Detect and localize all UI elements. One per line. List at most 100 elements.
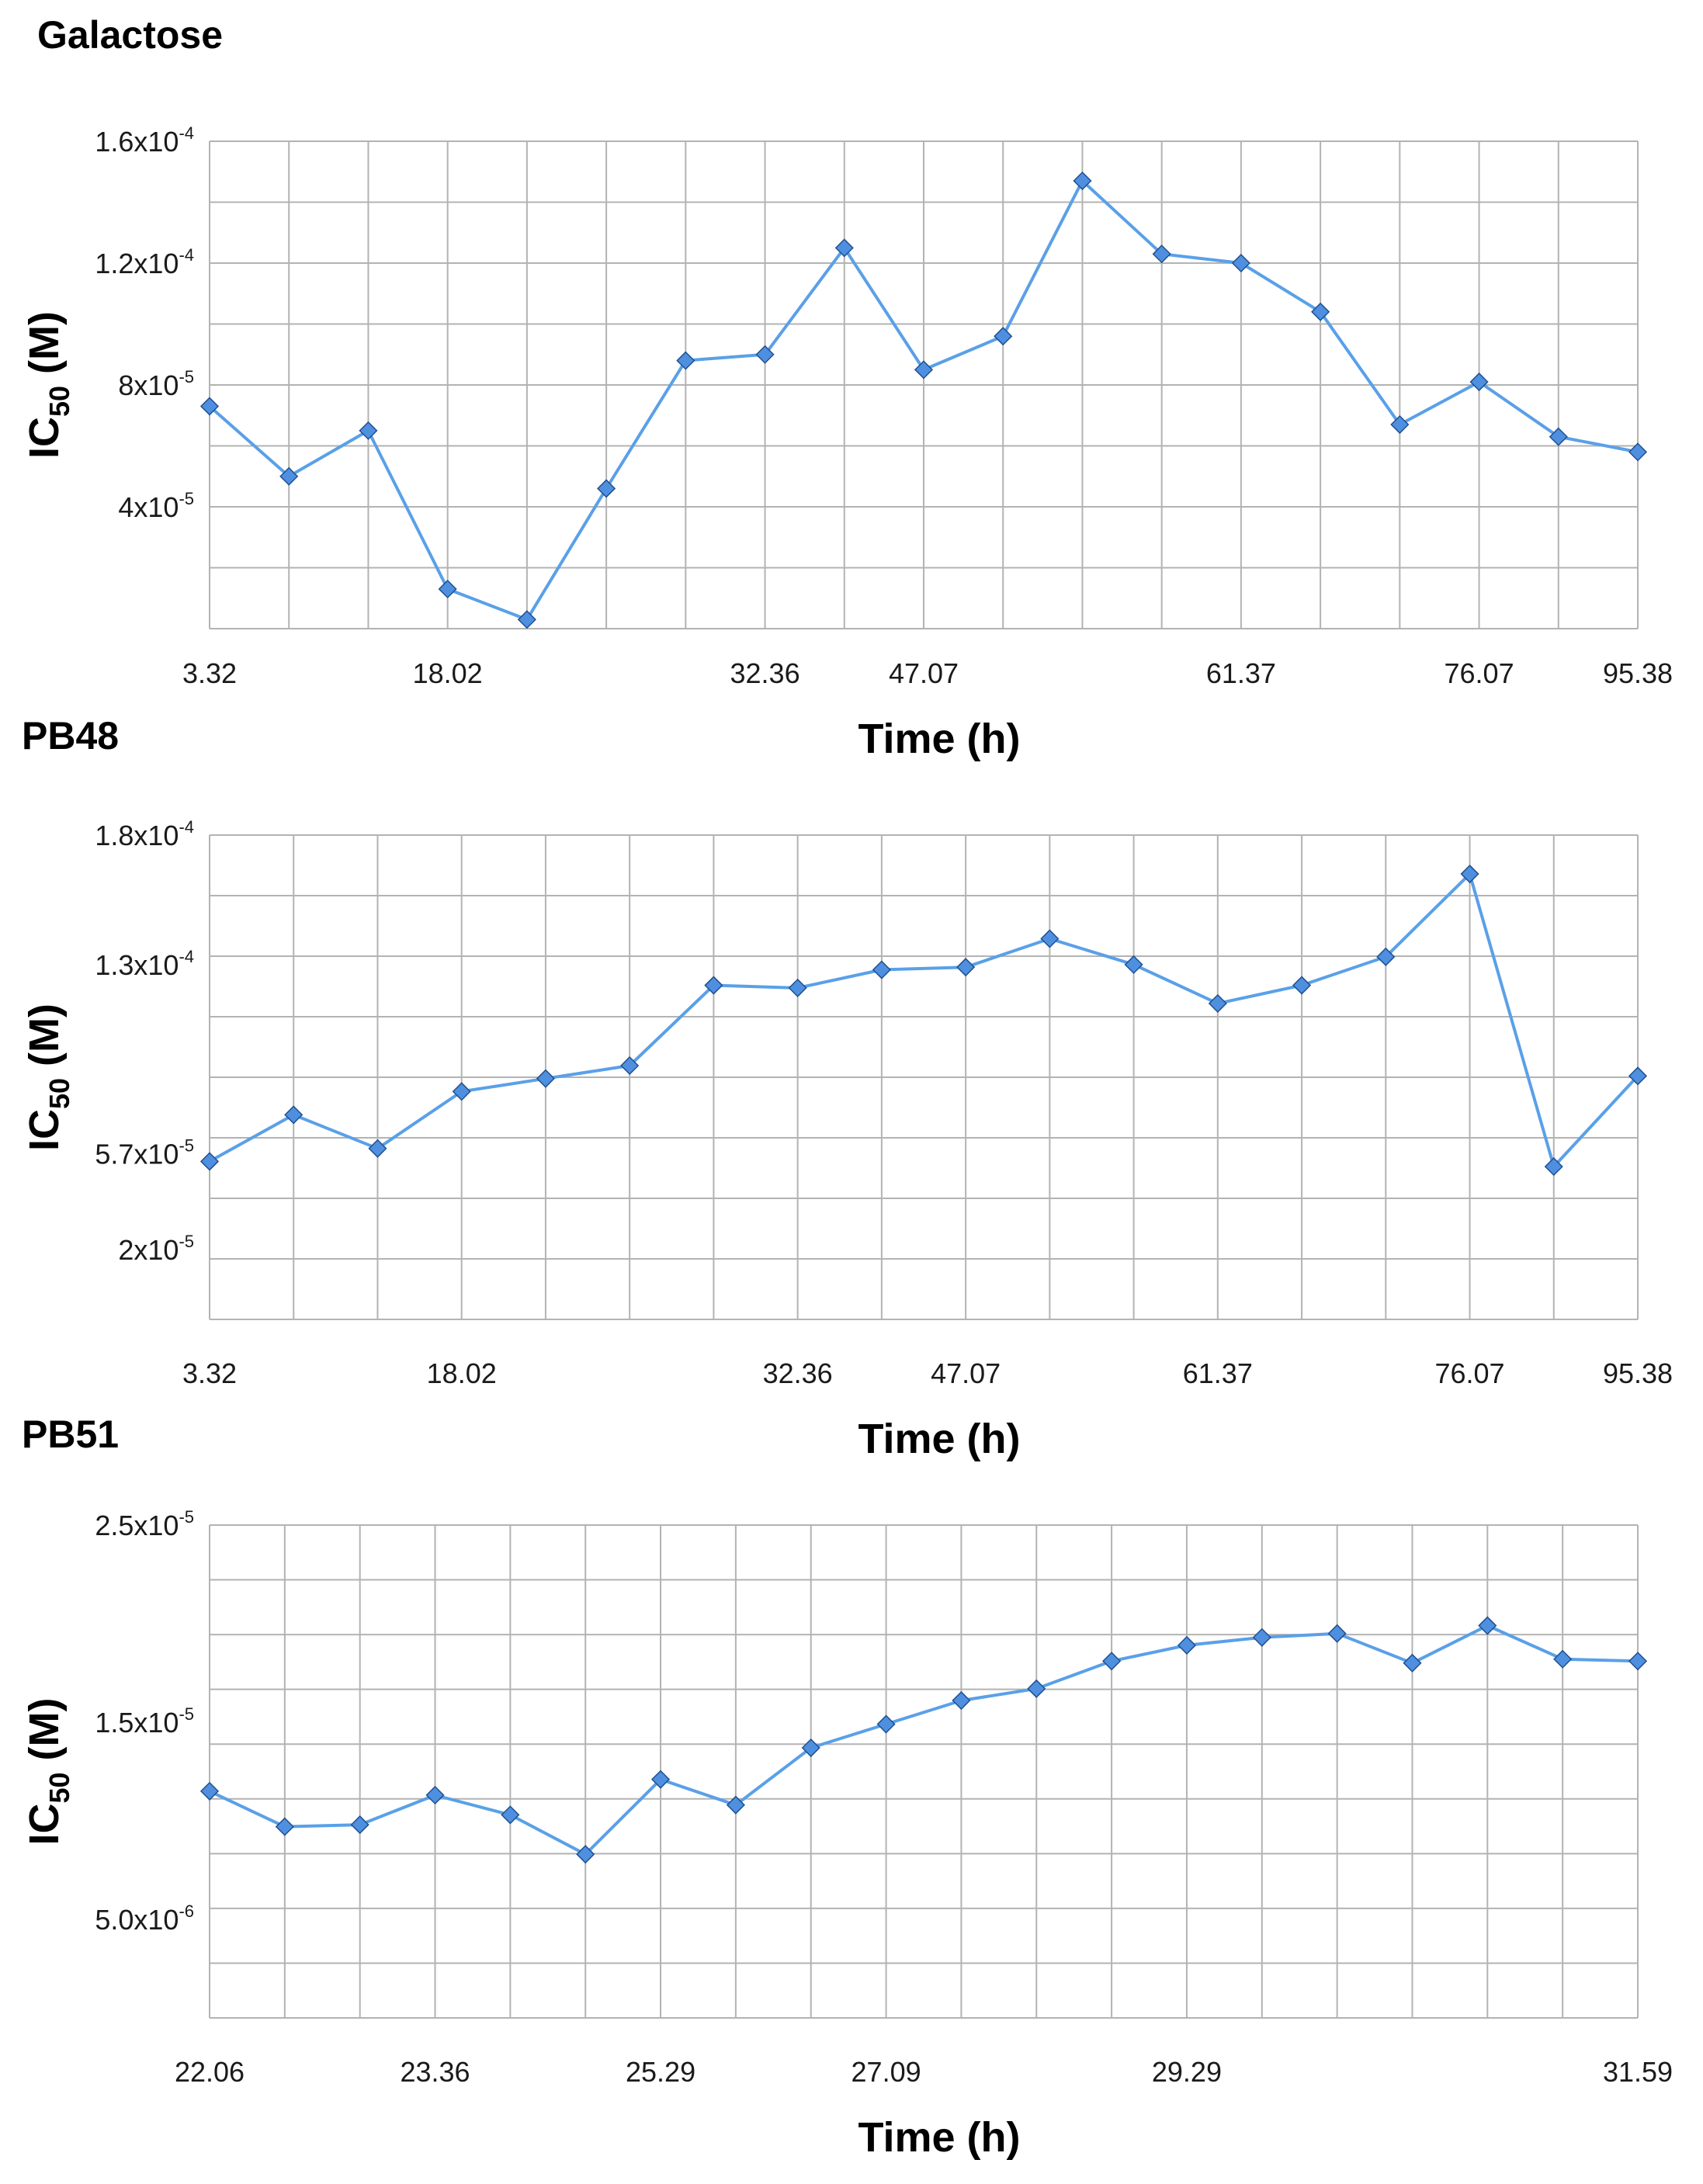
data-point-marker — [1040, 929, 1060, 948]
data-point-marker — [1553, 1649, 1573, 1669]
data-point-marker — [1478, 1616, 1497, 1635]
data-point-marker — [1376, 947, 1396, 966]
data-point-marker — [199, 1152, 220, 1171]
data-point-marker — [1124, 955, 1143, 974]
y-tick-label: 2x10-5 — [118, 1232, 194, 1266]
data-point-marker — [452, 1082, 471, 1101]
y-axis-title: IC50 (M) — [21, 1004, 75, 1151]
x-tick-label: 61.37 — [1183, 1357, 1253, 1389]
x-tick-label: 29.29 — [1152, 2056, 1222, 2088]
x-tick-label: 95.38 — [1603, 1357, 1673, 1389]
x-tick-label: 27.09 — [852, 2056, 921, 2088]
data-point-marker — [1327, 1624, 1347, 1643]
x-tick-label: 18.02 — [413, 657, 483, 689]
x-tick-label: 76.07 — [1434, 1357, 1504, 1389]
data-point-marker — [199, 397, 220, 416]
data-point-marker — [576, 1845, 595, 1864]
data-point-marker — [1252, 1628, 1271, 1647]
data-point-marker — [1628, 442, 1648, 462]
data-point-marker — [1102, 1652, 1122, 1671]
x-tick-label: 18.02 — [427, 1357, 497, 1389]
y-axis-title: IC50 (M) — [21, 311, 75, 459]
data-point-marker — [438, 579, 457, 599]
x-tick-label: 3.32 — [182, 1357, 237, 1389]
data-point-marker — [1027, 1679, 1046, 1698]
data-point-marker — [876, 1714, 896, 1734]
y-tick-label: 5.0x10-6 — [95, 1901, 194, 1936]
data-point-marker — [801, 1738, 820, 1758]
series-line — [209, 1624, 1639, 1856]
x-tick-label: 32.36 — [763, 1357, 833, 1389]
panel-title: PB51 — [22, 1413, 119, 1456]
x-tick-label: 47.07 — [931, 1357, 1001, 1389]
data-point-marker — [1544, 1157, 1563, 1177]
data-point-marker — [952, 1690, 971, 1711]
data-point-marker — [1177, 1635, 1197, 1655]
data-point-marker — [1469, 373, 1489, 392]
y-tick-label: 8x10-5 — [118, 367, 194, 401]
x-tick-label: 76.07 — [1445, 657, 1514, 689]
y-tick-label: 1.5x10-5 — [95, 1704, 194, 1739]
y-tick-label: 4x10-5 — [118, 489, 194, 523]
chart-panel-2: PB48 2x10-5 5.7x10-5 1.3x10-4 1.8x10-4 3.32 18… — [21, 714, 1673, 1462]
data-point-marker — [199, 1781, 220, 1801]
data-point-marker — [1073, 171, 1092, 191]
data-point-marker — [284, 1105, 303, 1125]
y-tick-label: 5.7x10-5 — [95, 1135, 194, 1170]
data-point-marker — [1628, 1652, 1648, 1671]
data-point-marker — [1152, 244, 1171, 264]
series-line — [209, 872, 1639, 1169]
data-point-marker — [1628, 1066, 1648, 1086]
data-point-marker — [755, 345, 775, 364]
data-point-marker — [275, 1817, 294, 1836]
data-point-marker — [620, 1056, 640, 1076]
data-point-marker — [1208, 993, 1227, 1013]
data-point-marker — [956, 958, 976, 977]
x-tick-label: 47.07 — [889, 657, 959, 689]
data-point-marker — [368, 1139, 387, 1158]
data-point-marker — [788, 978, 807, 997]
chart-panel-1: Galactose 4x10-5 8x10-5 1.2x10-4 1.6x10-4 3.3… — [21, 13, 1673, 762]
data-point-marker — [425, 1785, 445, 1805]
data-point-marker — [914, 360, 934, 380]
x-tick-label: 32.36 — [730, 657, 800, 689]
data-point-marker — [1549, 427, 1568, 446]
data-point-marker — [650, 1770, 671, 1789]
x-axis-title: Time (h) — [858, 2114, 1020, 2161]
y-tick-label: 1.2x10-4 — [95, 245, 194, 279]
x-tick-label: 22.06 — [175, 2056, 245, 2088]
data-point-marker — [501, 1805, 520, 1825]
x-tick-label: 31.59 — [1603, 2056, 1673, 2088]
data-point-marker — [1231, 253, 1250, 273]
y-tick-label: 1.6x10-4 — [95, 123, 194, 158]
x-tick-label: 95.38 — [1603, 657, 1673, 689]
x-axis-title: Time (h) — [858, 716, 1020, 762]
data-point-marker — [676, 351, 695, 370]
x-tick-label: 61.37 — [1206, 657, 1276, 689]
data-point-marker — [359, 421, 378, 440]
data-point-marker — [994, 327, 1013, 346]
panel-title: PB48 — [22, 714, 119, 757]
data-point-marker — [1390, 414, 1410, 435]
y-axis-title: IC50 (M) — [21, 1698, 75, 1846]
data-point-marker — [517, 610, 536, 629]
chart-panel-3: PB51 5.0x10-6 1.5x10-5 2.5x10-5 22.06 23.36 25… — [21, 1413, 1673, 2161]
x-tick-label: 25.29 — [626, 2056, 695, 2088]
y-tick-label: 2.5x10-5 — [95, 1507, 194, 1541]
x-axis-title: Time (h) — [858, 1416, 1020, 1462]
data-point-marker — [834, 238, 854, 258]
y-tick-label: 1.3x10-4 — [95, 947, 194, 981]
panel-title: Galactose — [37, 13, 223, 57]
y-tick-label: 1.8x10-4 — [95, 817, 194, 851]
data-point-marker — [350, 1815, 369, 1835]
x-tick-label: 23.36 — [400, 2056, 470, 2088]
data-point-marker — [726, 1795, 745, 1815]
data-point-marker — [1403, 1653, 1422, 1673]
x-tick-label: 3.32 — [182, 657, 237, 689]
data-point-marker — [1311, 302, 1330, 321]
data-point-marker — [279, 466, 299, 486]
data-point-marker — [704, 976, 723, 995]
data-point-marker — [872, 960, 891, 979]
data-point-marker — [597, 479, 616, 498]
